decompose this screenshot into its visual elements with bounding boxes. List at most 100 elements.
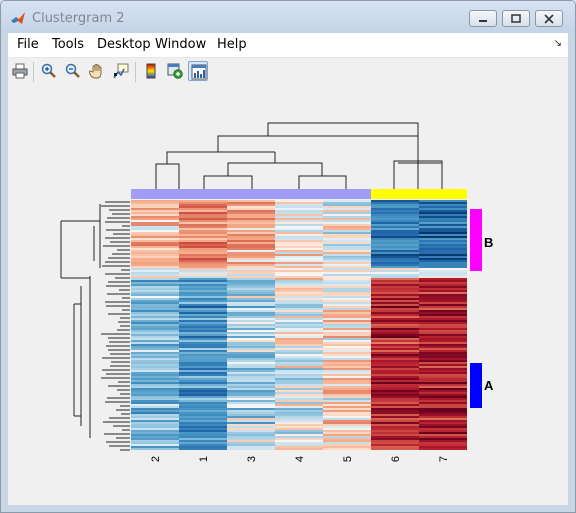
heatmap-cell[interactable] [323,448,371,450]
heatmap-cell[interactable] [179,294,227,296]
heatmap-cell[interactable] [275,342,323,344]
heatmap-cell[interactable] [275,230,323,232]
heatmap-cell[interactable] [179,246,227,248]
heatmap-cell[interactable] [419,438,467,440]
heatmap-cell[interactable] [179,436,227,438]
heatmap-cell[interactable] [419,230,467,232]
heatmap-cell[interactable] [419,314,467,316]
heatmap-cell[interactable] [323,396,371,398]
heatmap-cell[interactable] [371,350,419,352]
heatmap-cell[interactable] [131,394,179,396]
heatmap-cell[interactable] [179,418,227,420]
heatmap-cell[interactable] [371,356,419,358]
heatmap-cell[interactable] [131,364,179,366]
heatmap-cell[interactable] [323,268,371,270]
heatmap-cell[interactable] [323,260,371,262]
heatmap-cell[interactable] [323,238,371,240]
heatmap-cell[interactable] [275,428,323,430]
heatmap-cell[interactable] [179,274,227,276]
heatmap-cell[interactable] [179,386,227,388]
heatmap-cell[interactable] [179,308,227,310]
heatmap-cell[interactable] [371,278,419,280]
heatmap-cell[interactable] [131,238,179,240]
heatmap-cell[interactable] [131,358,179,360]
heatmap-cell[interactable] [227,200,275,202]
heatmap-cell[interactable] [179,282,227,284]
heatmap-cell[interactable] [227,302,275,304]
heatmap-cell[interactable] [131,274,179,276]
heatmap-cell[interactable] [371,384,419,386]
heatmap-cell[interactable] [179,332,227,334]
heatmap-cell[interactable] [275,434,323,436]
heatmap-cell[interactable] [323,218,371,220]
heatmap-cell[interactable] [179,420,227,422]
heatmap-cell[interactable] [275,442,323,444]
heatmap-cell[interactable] [419,418,467,420]
new-figure-export-button[interactable] [165,61,185,81]
heatmap-cell[interactable] [131,276,179,278]
heatmap-cell[interactable] [323,250,371,252]
heatmap-cell[interactable] [227,344,275,346]
heatmap-cell[interactable] [179,230,227,232]
heatmap-cell[interactable] [371,326,419,328]
heatmap-cell[interactable] [419,284,467,286]
heatmap-cell[interactable] [323,362,371,364]
heatmap-cell[interactable] [179,280,227,282]
heatmap-cell[interactable] [323,402,371,404]
heatmap-cell[interactable] [371,252,419,254]
heatmap-cell[interactable] [179,248,227,250]
heatmap-cell[interactable] [419,290,467,292]
heatmap-cell[interactable] [227,440,275,442]
heatmap-cell[interactable] [323,276,371,278]
heatmap-cell[interactable] [179,342,227,344]
heatmap-cell[interactable] [275,214,323,216]
heatmap-cell[interactable] [371,260,419,262]
heatmap-cell[interactable] [179,414,227,416]
close-button[interactable] [535,10,563,27]
heatmap-cell[interactable] [371,408,419,410]
heatmap-cell[interactable] [131,404,179,406]
heatmap-cell[interactable] [419,216,467,218]
heatmap-cell[interactable] [323,400,371,402]
heatmap-cell[interactable] [323,244,371,246]
heatmap-cell[interactable] [227,238,275,240]
heatmap-cell[interactable] [323,292,371,294]
heatmap-cell[interactable] [419,304,467,306]
heatmap-cell[interactable] [275,422,323,424]
heatmap-cell[interactable] [371,396,419,398]
heatmap-cell[interactable] [131,294,179,296]
heatmap-cell[interactable] [275,258,323,260]
heatmap-cell[interactable] [227,372,275,374]
heatmap-cell[interactable] [419,428,467,430]
heatmap-cell[interactable] [419,246,467,248]
heatmap-cell[interactable] [227,388,275,390]
heatmap-cell[interactable] [227,366,275,368]
heatmap-cell[interactable] [179,358,227,360]
heatmap-cell[interactable] [419,368,467,370]
heatmap-cell[interactable] [323,226,371,228]
heatmap-cell[interactable] [131,256,179,258]
insert-colorbar-button[interactable] [141,61,161,81]
heatmap-cell[interactable] [371,352,419,354]
heatmap-cell[interactable] [179,324,227,326]
heatmap-cell[interactable] [323,392,371,394]
heatmap-cell[interactable] [275,396,323,398]
heatmap-cell[interactable] [323,414,371,416]
heatmap-cell[interactable] [131,376,179,378]
heatmap-cell[interactable] [275,272,323,274]
heatmap-cell[interactable] [371,390,419,392]
heatmap-cell[interactable] [323,280,371,282]
heatmap-cell[interactable] [419,350,467,352]
heatmap-cell[interactable] [419,332,467,334]
heatmap-cell[interactable] [179,356,227,358]
heatmap-cell[interactable] [323,334,371,336]
heatmap-cell[interactable] [323,350,371,352]
heatmap-cell[interactable] [419,424,467,426]
heatmap-cell[interactable] [227,386,275,388]
heatmap-cell[interactable] [419,222,467,224]
heatmap-cell[interactable] [275,312,323,314]
heatmap-cell[interactable] [323,214,371,216]
heatmap-cell[interactable] [179,306,227,308]
heatmap-cell[interactable] [131,222,179,224]
heatmap-cell[interactable] [179,348,227,350]
